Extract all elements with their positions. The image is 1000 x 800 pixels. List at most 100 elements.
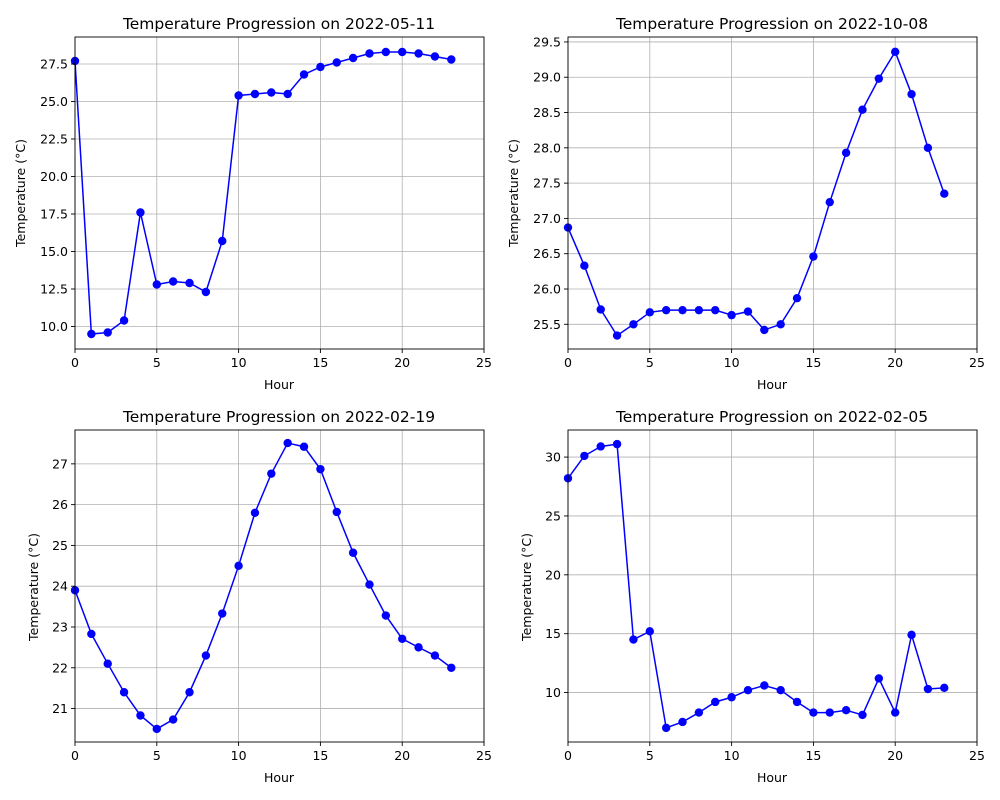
axes-frame bbox=[567, 36, 978, 350]
x-tick-label: 5 bbox=[646, 748, 654, 763]
data-point bbox=[841, 148, 851, 157]
y-tick-label: 29.0 bbox=[533, 70, 561, 85]
data-point bbox=[792, 697, 802, 707]
data-point bbox=[316, 464, 325, 474]
y-tick-label: 25 bbox=[52, 538, 68, 553]
data-point bbox=[365, 49, 374, 58]
subplot-2: 0 5 10 15 20 25 25.5 26.0 26.5 27.0 27.5 28.0 28.5 29… bbox=[506, 15, 985, 392]
data-point bbox=[87, 629, 96, 639]
data-point bbox=[430, 651, 440, 660]
data-point bbox=[414, 643, 423, 652]
data-point bbox=[447, 663, 456, 672]
axes-frame bbox=[74, 36, 485, 350]
data-point bbox=[711, 697, 720, 707]
data-point bbox=[760, 325, 769, 335]
data-point bbox=[940, 683, 949, 693]
data-point bbox=[168, 277, 178, 286]
data-point bbox=[201, 287, 211, 297]
data-point bbox=[250, 89, 260, 99]
data-point bbox=[792, 293, 802, 303]
data-point bbox=[776, 685, 785, 695]
y-tick-label: 30 bbox=[545, 450, 561, 465]
y-tick-label: 25.0 bbox=[40, 94, 68, 109]
data-point bbox=[727, 310, 736, 320]
x-tick-label: 20 bbox=[394, 748, 410, 763]
y-tick-label: 12.5 bbox=[40, 282, 68, 297]
x-tick-label: 10 bbox=[231, 748, 247, 763]
data-point bbox=[398, 634, 407, 644]
y-tick-label: 15.0 bbox=[40, 244, 68, 259]
data-point bbox=[201, 651, 211, 660]
data-point bbox=[907, 89, 916, 99]
data-point bbox=[136, 208, 145, 217]
y-tick-label: 22.5 bbox=[40, 132, 68, 147]
y-tick-label: 27.5 bbox=[533, 176, 561, 191]
data-point bbox=[152, 280, 161, 289]
chart-title: Temperature Progression on 2022-02-19 bbox=[122, 408, 435, 426]
x-axis-label: Hour bbox=[757, 770, 788, 785]
subplot-3: 0 5 10 15 20 25 21 22 23 24 25 26 27 Temperature Pro… bbox=[26, 408, 492, 785]
y-tick-label: 23 bbox=[52, 619, 68, 634]
data-point bbox=[348, 548, 358, 557]
data-point bbox=[596, 305, 605, 314]
data-point bbox=[858, 105, 867, 114]
data-point bbox=[776, 320, 785, 329]
data-point bbox=[103, 328, 112, 337]
data-point bbox=[727, 693, 736, 702]
x-axis-label: Hour bbox=[264, 377, 295, 392]
data-point bbox=[841, 706, 851, 715]
x-tick-label: 5 bbox=[153, 355, 161, 370]
chart-title: Temperature Progression on 2022-05-11 bbox=[122, 15, 435, 33]
data-point bbox=[743, 307, 753, 316]
y-tick-label: 10 bbox=[545, 685, 561, 700]
chart-title: Temperature Progression on 2022-10-08 bbox=[615, 15, 928, 33]
data-point bbox=[891, 47, 900, 57]
data-point bbox=[891, 708, 900, 717]
y-tick-label: 25 bbox=[545, 508, 561, 523]
data-point bbox=[760, 681, 769, 690]
data-point bbox=[923, 143, 933, 153]
data-point bbox=[185, 278, 194, 288]
x-axis-label: Hour bbox=[264, 770, 295, 785]
x-tick-label: 15 bbox=[312, 748, 328, 763]
x-tick-label: 25 bbox=[476, 355, 492, 370]
y-tick-label: 27.0 bbox=[533, 211, 561, 226]
subplot-1: 0 5 10 15 20 25 10.0 12.5 15.0 17.5 20.0 22.5 25.0 27… bbox=[13, 15, 492, 392]
y-tick-label: 26.0 bbox=[533, 282, 561, 297]
data-point bbox=[250, 508, 260, 517]
y-tick-label: 10.0 bbox=[40, 319, 68, 334]
data-point bbox=[299, 442, 309, 451]
data-point bbox=[365, 580, 374, 589]
data-point bbox=[316, 62, 325, 72]
data-point bbox=[661, 305, 671, 315]
x-tick-label: 20 bbox=[394, 355, 410, 370]
data-point bbox=[283, 89, 292, 99]
y-axis-label: Temperature (°C) bbox=[506, 139, 521, 248]
data-point bbox=[678, 717, 687, 727]
data-point bbox=[694, 708, 704, 717]
y-tick-label: 17.5 bbox=[40, 207, 68, 222]
x-tick-label: 15 bbox=[805, 748, 821, 763]
data-point bbox=[596, 442, 605, 451]
chart-title: Temperature Progression on 2022-02-05 bbox=[615, 408, 928, 426]
y-tick-label: 28.0 bbox=[533, 140, 561, 155]
data-point bbox=[711, 305, 720, 315]
series-line bbox=[74, 442, 452, 730]
data-point bbox=[218, 236, 227, 246]
data-point bbox=[661, 723, 671, 733]
data-point bbox=[168, 715, 178, 724]
y-axis-label: Temperature (°C) bbox=[519, 533, 534, 642]
y-tick-label: 21 bbox=[52, 701, 68, 716]
data-point bbox=[218, 609, 227, 618]
data-point bbox=[234, 91, 243, 100]
x-tick-label: 5 bbox=[153, 748, 161, 763]
data-point bbox=[267, 469, 276, 478]
data-point bbox=[874, 74, 884, 83]
y-axis-label: Temperature (°C) bbox=[26, 533, 41, 642]
data-point bbox=[185, 688, 194, 697]
data-point bbox=[136, 711, 145, 720]
y-tick-label: 25.5 bbox=[533, 317, 561, 332]
data-point bbox=[119, 316, 129, 325]
